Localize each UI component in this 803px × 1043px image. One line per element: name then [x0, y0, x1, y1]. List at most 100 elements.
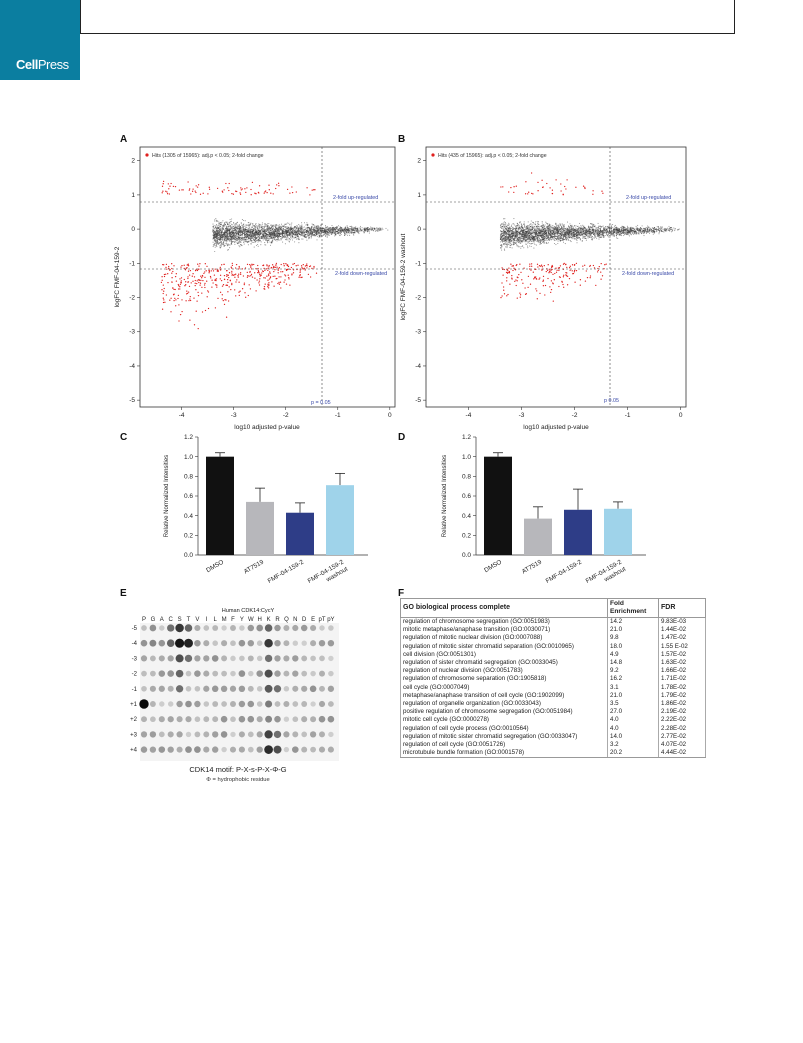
- data-point: [221, 236, 224, 238]
- data-point: [213, 244, 215, 247]
- hit-point: [208, 272, 210, 274]
- data-point: [292, 237, 294, 239]
- data-point: [219, 226, 221, 228]
- hit-point: [224, 299, 226, 301]
- hit-point: [196, 300, 198, 302]
- data-point: [265, 230, 268, 233]
- data-point: [227, 227, 229, 229]
- data-point: [596, 237, 598, 239]
- hit-point: [301, 276, 303, 278]
- data-point: [253, 230, 255, 232]
- data-point: [258, 240, 260, 242]
- data-point: [220, 240, 222, 242]
- data-point: [562, 228, 564, 230]
- data-point: [326, 235, 328, 237]
- hit-point: [178, 304, 180, 306]
- data-point: [334, 228, 336, 230]
- hit-point: [240, 273, 242, 276]
- hit-point: [236, 190, 238, 193]
- scatter-points: [499, 172, 680, 302]
- data-point: [244, 235, 246, 237]
- data-point: [284, 226, 286, 228]
- data-point: [319, 226, 321, 228]
- data-point: [297, 236, 299, 238]
- hit-point: [230, 288, 232, 291]
- data-point: [347, 229, 349, 231]
- data-point: [263, 228, 265, 230]
- data-point: [218, 239, 220, 241]
- data-point: [294, 232, 296, 234]
- data-point: [286, 231, 288, 233]
- data-point: [299, 234, 301, 236]
- hit-point: [283, 281, 285, 283]
- data-point: [271, 232, 273, 234]
- data-point: [266, 236, 268, 238]
- data-point: [216, 246, 218, 248]
- data-point: [599, 228, 601, 230]
- data-point: [550, 238, 552, 240]
- hit-point: [228, 189, 230, 192]
- x-axis-label: log10 adjusted p-value: [234, 424, 300, 431]
- data-point: [516, 241, 518, 243]
- data-point: [295, 235, 297, 237]
- data-point: [234, 228, 236, 230]
- data-point: [266, 227, 268, 229]
- hit-point: [186, 292, 189, 295]
- data-point: [274, 230, 276, 233]
- data-point: [504, 218, 506, 220]
- data-point: [230, 234, 232, 236]
- data-point: [339, 229, 341, 231]
- data-point: [633, 233, 635, 235]
- data-point: [606, 226, 608, 228]
- hit-point: [264, 277, 266, 279]
- data-point: [212, 230, 214, 232]
- hit-point: [268, 184, 270, 186]
- data-point: [227, 230, 229, 232]
- data-point: [371, 229, 373, 231]
- data-point: [264, 236, 266, 238]
- data-point: [343, 233, 346, 235]
- data-point: [221, 234, 223, 236]
- data-point: [214, 242, 216, 244]
- data-point: [249, 236, 251, 238]
- data-point: [292, 230, 294, 232]
- data-point: [229, 240, 231, 243]
- data-point: [227, 235, 229, 237]
- hit-point: [165, 263, 168, 266]
- hit-point: [201, 277, 203, 279]
- data-point: [346, 227, 348, 229]
- data-point: [231, 232, 233, 234]
- data-point: [253, 239, 255, 241]
- data-point: [294, 227, 296, 229]
- hit-point: [226, 278, 229, 281]
- data-point: [262, 237, 264, 239]
- data-point: [290, 230, 292, 232]
- data-point: [233, 233, 235, 235]
- data-point: [290, 227, 293, 229]
- hit-point: [239, 192, 241, 194]
- data-point: [219, 242, 221, 244]
- data-point: [236, 236, 238, 238]
- data-point: [223, 235, 225, 237]
- hit-point: [238, 273, 240, 275]
- data-point: [271, 239, 274, 241]
- data-point: [236, 222, 238, 224]
- data-point: [262, 235, 265, 237]
- data-point: [259, 239, 261, 241]
- hit-point: [187, 263, 189, 265]
- data-point: [257, 227, 259, 229]
- hit-point: [184, 285, 186, 287]
- data-point: [218, 232, 220, 234]
- data-point: [271, 224, 273, 226]
- data-point: [350, 229, 352, 231]
- data-point: [250, 222, 252, 224]
- data-point: [240, 230, 242, 232]
- hit-point: [173, 265, 175, 267]
- data-point: [344, 226, 347, 228]
- data-point: [607, 233, 610, 235]
- data-point: [224, 240, 226, 242]
- data-point: [270, 227, 272, 229]
- data-point: [311, 231, 313, 233]
- data-point: [230, 231, 232, 234]
- hit-point: [197, 184, 200, 186]
